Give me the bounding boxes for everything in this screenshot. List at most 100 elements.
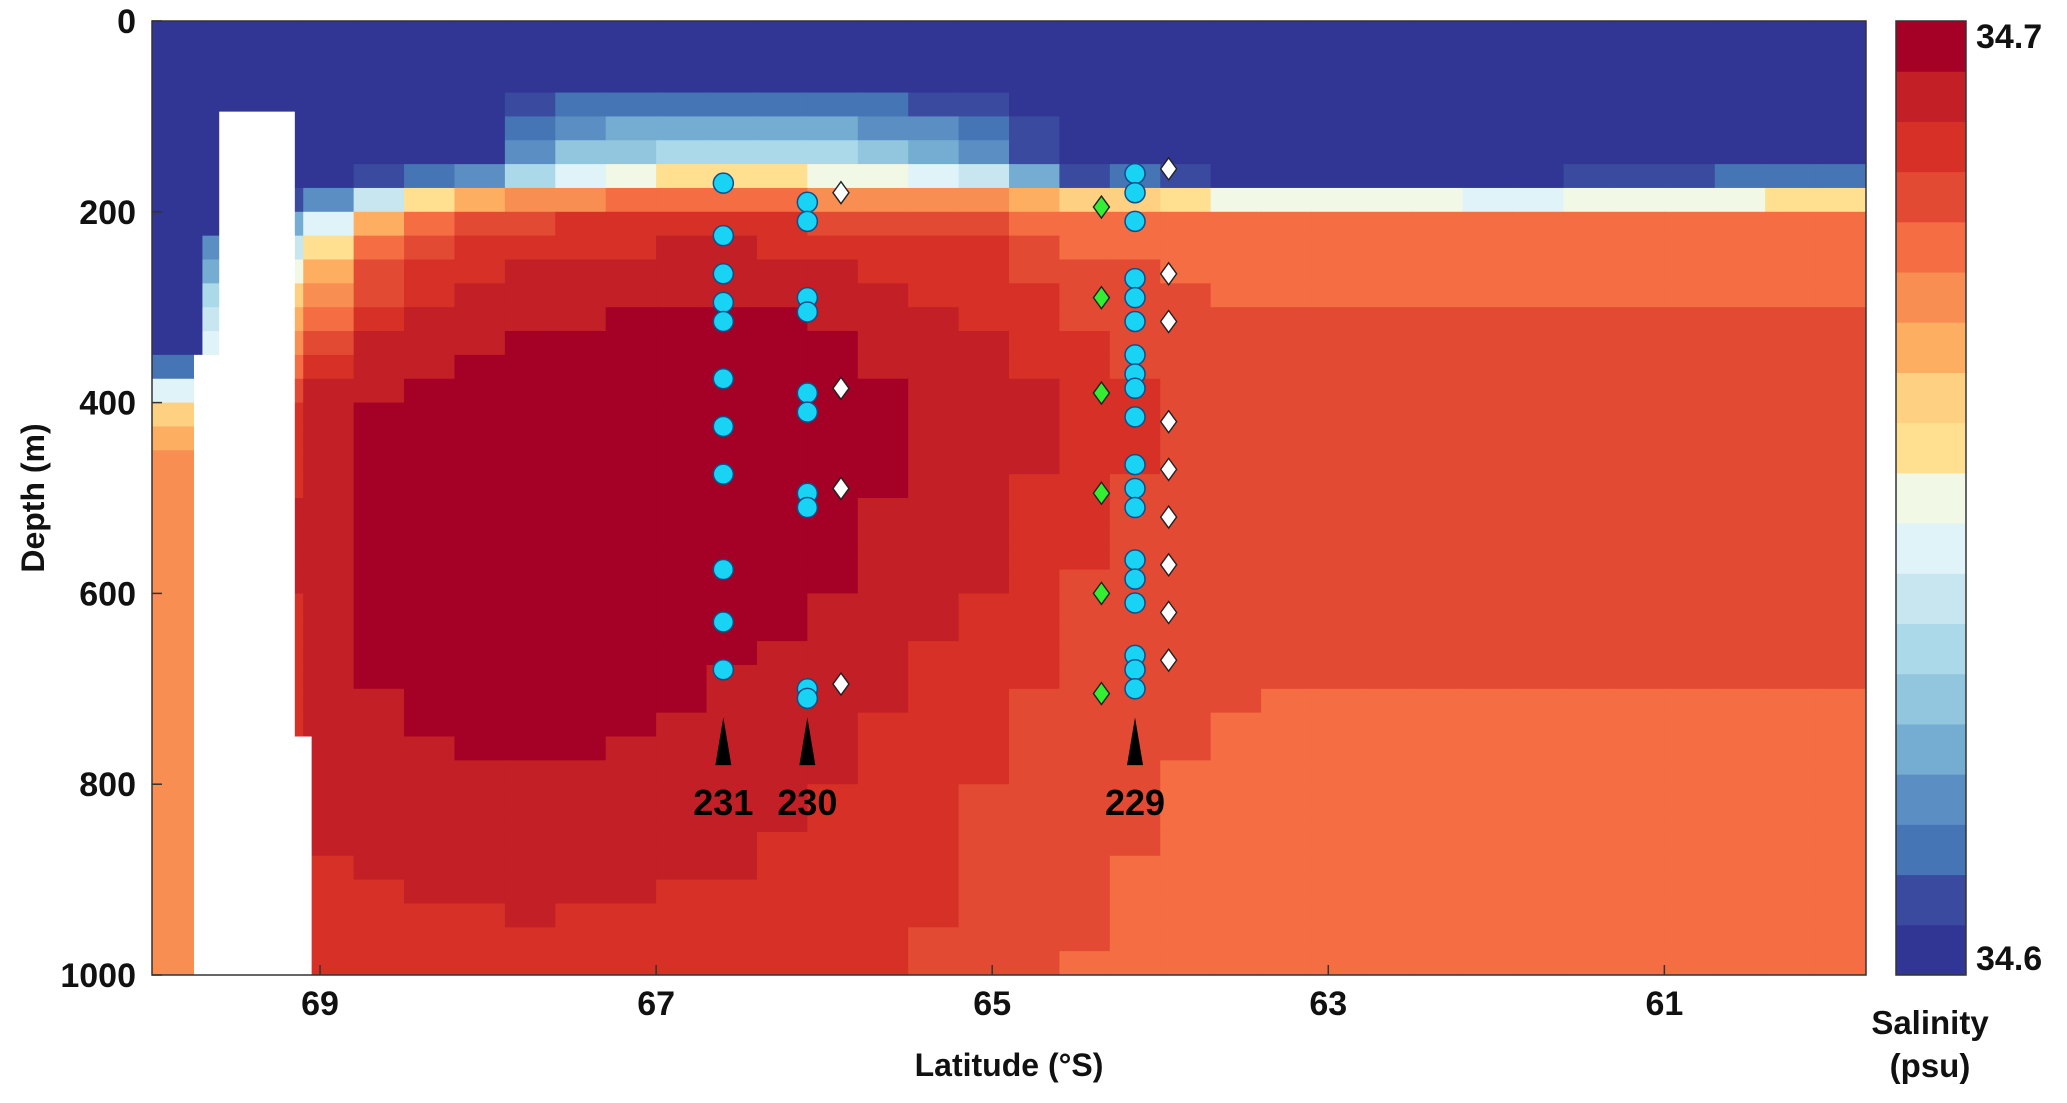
heatmap-cell	[1714, 402, 1766, 428]
heatmap-cell	[756, 235, 808, 261]
heatmap-cell	[1311, 140, 1363, 165]
heatmap-cell	[1210, 426, 1262, 451]
heatmap-cell	[353, 569, 405, 594]
heatmap-cell	[1160, 808, 1212, 833]
heatmap-cell	[1513, 593, 1565, 618]
heatmap-cell	[1009, 259, 1061, 284]
heatmap-cell	[706, 712, 758, 738]
heatmap-cell	[857, 927, 909, 952]
heatmap-cell	[555, 354, 607, 380]
heatmap-cell	[1815, 354, 1866, 380]
heatmap-cell	[1714, 307, 1766, 332]
y-tick-label: 1000	[60, 957, 136, 995]
heatmap-cell	[1361, 664, 1413, 690]
heatmap-cell	[152, 68, 204, 94]
heatmap-cell	[1563, 450, 1615, 475]
heatmap-cell	[656, 569, 708, 594]
heatmap-cell	[1664, 664, 1716, 690]
heatmap-cell	[1160, 951, 1212, 975]
heatmap-cell	[1513, 44, 1565, 70]
heatmap-cell	[1261, 927, 1313, 952]
heatmap-cell	[1059, 402, 1111, 428]
heatmap-cell	[1261, 593, 1313, 618]
heatmap-cell	[605, 927, 657, 952]
heatmap-cell	[555, 68, 607, 94]
heatmap-cell	[1613, 474, 1665, 499]
heatmap-cell	[1563, 331, 1615, 356]
heatmap-cell	[303, 784, 355, 809]
heatmap-cell	[1210, 235, 1262, 261]
heatmap-cell	[1009, 307, 1061, 332]
heatmap-cell	[1563, 688, 1615, 714]
colorbar-swatch	[1896, 573, 1966, 625]
heatmap-cell	[1613, 927, 1665, 952]
heatmap-cell	[1109, 831, 1161, 857]
heatmap-cell	[404, 784, 456, 809]
heatmap-cell	[1412, 450, 1464, 475]
heatmap-cell	[1059, 450, 1111, 475]
heatmap-cell	[1714, 688, 1766, 714]
heatmap-cell	[908, 331, 960, 356]
heatmap-cell	[807, 593, 859, 618]
heatmap-cell	[555, 474, 607, 499]
heatmap-cell	[756, 545, 808, 571]
heatmap-cell	[454, 951, 506, 975]
heatmap-cell	[1815, 140, 1866, 165]
heatmap-cell	[303, 331, 355, 356]
heatmap-cell	[1261, 450, 1313, 475]
heatmap-cell	[656, 283, 708, 308]
heatmap-cell	[504, 545, 556, 571]
heatmap-cell	[353, 44, 405, 70]
heatmap-cell	[1210, 187, 1262, 213]
heatmap-cell	[404, 259, 456, 284]
heatmap-cell	[958, 402, 1010, 428]
heatmap-cell	[605, 641, 657, 666]
heatmap-cell	[404, 641, 456, 666]
heatmap-cell	[1815, 736, 1866, 761]
heatmap-cell	[1462, 641, 1514, 666]
heatmap-cell	[1765, 617, 1817, 642]
sample-circle-marker	[1124, 286, 1146, 309]
heatmap-cell	[1513, 831, 1565, 857]
heatmap-cell	[1714, 593, 1766, 618]
colorbar-title-line2: (psu)	[1890, 1047, 1971, 1084]
heatmap-cell	[404, 617, 456, 642]
heatmap-cell	[555, 760, 607, 785]
colorbar-swatch	[1896, 924, 1966, 976]
heatmap-cell	[1815, 593, 1866, 618]
heatmap-cell	[1160, 187, 1212, 213]
heatmap-cell	[1563, 617, 1615, 642]
heatmap-cell	[1261, 664, 1313, 690]
heatmap-cell	[353, 593, 405, 618]
sample-circle-marker	[796, 382, 819, 404]
station-label-231: 231	[693, 782, 753, 823]
heatmap-cell	[1815, 545, 1866, 571]
heatmap-cell	[1815, 116, 1866, 141]
heatmap-cell	[756, 116, 808, 141]
heatmap-cell	[1059, 903, 1111, 928]
heatmap-cell	[454, 593, 506, 618]
heatmap-cell	[958, 116, 1010, 141]
heatmap-cell	[1664, 92, 1716, 117]
heatmap-cell	[353, 378, 405, 404]
heatmap-cell	[958, 474, 1010, 499]
heatmap-cell	[454, 879, 506, 905]
heatmap-cell	[504, 736, 556, 761]
heatmap-cell	[1664, 569, 1716, 594]
heatmap-cell	[1765, 378, 1817, 404]
heatmap-cell	[1513, 211, 1565, 237]
heatmap-cell	[1412, 140, 1464, 165]
heatmap-cell	[605, 354, 657, 380]
heatmap-cell	[1462, 44, 1514, 70]
heatmap-cell	[1210, 331, 1262, 356]
heatmap-cell	[1563, 140, 1615, 165]
heatmap-cell	[1714, 235, 1766, 261]
heatmap-cell	[1613, 378, 1665, 404]
heatmap-cell	[1311, 331, 1363, 356]
heatmap-cell	[656, 521, 708, 547]
sample-circle-marker	[796, 401, 819, 423]
heatmap-cell	[1462, 92, 1514, 117]
heatmap-cell	[1513, 664, 1565, 690]
heatmap-cell	[1563, 879, 1615, 905]
heatmap-cell	[1462, 378, 1514, 404]
